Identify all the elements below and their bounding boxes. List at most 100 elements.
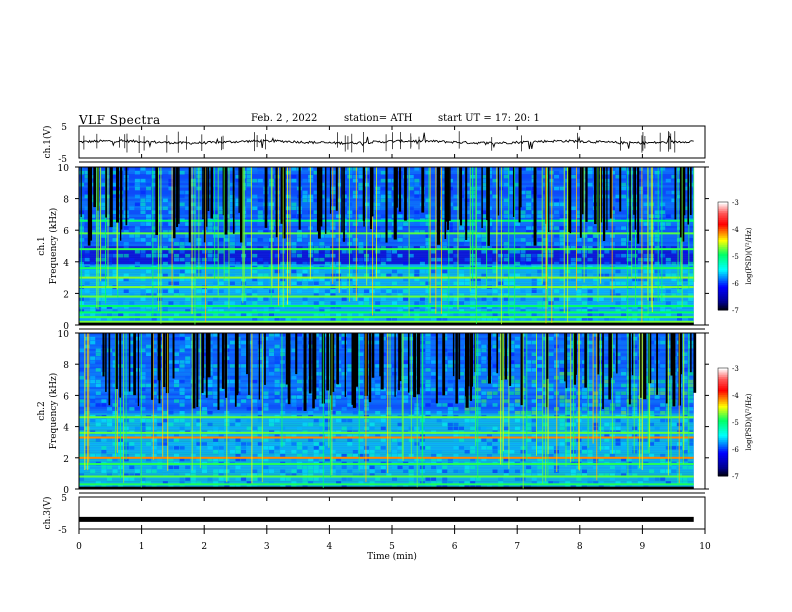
ch2-spectrogram-panel-noise [475,395,481,399]
ch1-spectrogram-panel-noise [336,273,342,278]
ch2-spectrogram-panel-noise [380,481,386,485]
ch1-spectrogram-panel-noise [185,261,191,266]
ch2-spectrogram-panel-noise [201,399,207,403]
ch1-spectrogram-panel-noise [179,301,185,305]
ch1-spectrogram-panel-noise [665,257,671,262]
ch1-spectrogram-panel-noise [101,190,107,195]
ch2-spectrogram-panel-noise [162,442,168,446]
ch1-spectrogram-panel-noise [380,246,386,250]
ch2-spectrogram-panel-noise [241,442,247,446]
ch2-spectrogram-panel-noise [168,360,174,364]
ch2-spectrogram-panel-noise [403,333,409,337]
ch2-spectrogram-panel-sferic [526,333,528,461]
ch1-spectrogram-panel-noise [621,281,627,286]
colorbar-tick-label: -4 [732,226,739,234]
ch1-spectrogram-panel-noise [201,261,207,266]
ch1-spectrogram-panel-noise [302,261,308,266]
ch1-spectrogram-panel-noise [593,313,599,317]
ch1-spectrogram-panel-noise [336,269,342,274]
ch2-spectrogram-panel-noise [375,364,381,368]
ch1-spectrogram-panel-row [79,261,694,265]
ch2-spectrogram-panel-noise [201,364,207,368]
colorbar-cell [718,443,728,446]
colorbar-cell [718,232,728,235]
ch2-spectrogram-panel-noise [134,453,140,458]
ch2-spectrogram-panel-noise [660,453,666,458]
ch1-spectrogram-panel-noise [319,309,325,313]
ch2-spectrogram-panel-noise [453,422,459,427]
ch2-spectrogram-panel-row [79,464,694,468]
ch1-spectrogram-panel-noise [509,186,515,191]
ch2-spectrogram-panel-sferic [584,333,587,388]
ch1-spectrogram-panel-noise [626,253,632,258]
ch2-spectrogram-panel-noise [492,340,498,345]
colorbar-cell [718,252,728,255]
ch1-spectrogram-panel-noise [252,257,258,262]
ch1-spectrogram-panel-sferic [207,167,210,212]
ch2-spectrogram-panel-sferic [578,333,580,470]
ch2-spectrogram-panel-noise [106,418,112,423]
ch2-spectrogram-panel-noise [95,391,101,396]
ch2-spectrogram-panel-noise [269,469,275,474]
colorbar-cell [718,209,728,212]
ch2-spectrogram-panel-noise [179,348,185,353]
ch2-spectrogram-panel-noise [397,391,403,396]
ch2-spectrogram-panel-sferic [364,333,369,396]
ch2-spectrogram-panel-noise [548,352,554,357]
ch2-spectrogram-panel-noise [252,426,258,431]
ch1-spectrogram-panel-ytick-label: 2 [63,290,69,300]
ch2-spectrogram-panel-noise [609,453,615,458]
ch1-spectrogram-panel-sferic [647,167,649,301]
ch1-spectrogram-panel-band [79,316,694,319]
ch1-spectrogram-panel-noise [397,293,403,297]
ch2-spectrogram-panel-noise [593,336,599,341]
ch2-spectrogram-panel-row [79,477,694,481]
ch1-spectrogram-panel-noise [593,297,599,301]
ch2-spectrogram-panel-noise [431,372,437,376]
ch2-spectrogram-panel-noise [352,450,358,454]
ch1-spectrogram-panel-noise [213,257,219,262]
ch1-spectrogram-panel-lowband [79,322,694,325]
ch1-spectrogram-panel-noise [274,313,280,317]
ch1-spectrogram-panel-noise [475,210,481,215]
ch1-spectrogram-panel-noise [101,214,107,218]
ch1-spectrogram-panel-noise [241,170,247,175]
ch2-spectrogram-panel-sferic [128,333,131,392]
ch2-spectrogram-panel-noise [280,450,286,454]
ch1-spectrogram-panel-sferic [684,167,686,216]
ch2-spectrogram-panel-noise [129,333,135,337]
ch1-spectrogram-panel-noise [90,174,96,179]
ch1-spectrogram-panel-noise [358,297,364,301]
ch2-spectrogram-panel-sferic [504,333,508,380]
ch2-spectrogram-panel-noise [296,372,302,376]
ch1-spectrogram-panel-noise [90,202,96,207]
ch2-spectrogram-panel-noise [157,450,163,454]
ch2-spectrogram-panel-noise [129,352,135,357]
colorbar-cell [718,380,728,383]
ch2-spectrogram-panel-noise [436,360,442,364]
ch2-spectrogram-panel-sferic [115,333,118,390]
ch2-spectrogram-panel-noise [464,465,470,470]
ch2-spectrogram-panel-noise [526,360,532,364]
ch2-spectrogram-panel-noise [369,450,375,454]
ch1-spectrogram-panel-noise [688,317,694,321]
colorbar-cell [718,382,728,385]
ch2-spectrogram-panel-noise [84,391,90,396]
ch1-spectrogram-panel-noise [84,269,90,274]
ch1-spectrogram-panel-row [79,300,694,303]
ch1-spectrogram-panel-noise [431,230,437,234]
ch2-spectrogram-panel-noise [341,426,347,431]
ch1-spectrogram-panel-noise [459,293,465,297]
ch1-spectrogram-panel-sferic [661,167,663,303]
ch2-spectrogram-panel-noise [336,453,342,458]
ch1-spectrogram-panel-noise [375,198,381,203]
colorbar-cell [718,256,728,259]
ch1-spectrogram-panel-noise [665,261,671,266]
ch2-spectrogram-panel-noise [79,473,85,477]
ch1-spectrogram-panel-noise [554,261,560,266]
ch2-spectrogram-panel-noise [459,438,465,442]
ch1-spectrogram-panel-noise [291,246,297,250]
ch2-spectrogram-panel-noise [587,383,593,388]
colorbar-cell [718,468,728,472]
ch1-spectrogram-panel-noise [615,289,621,294]
